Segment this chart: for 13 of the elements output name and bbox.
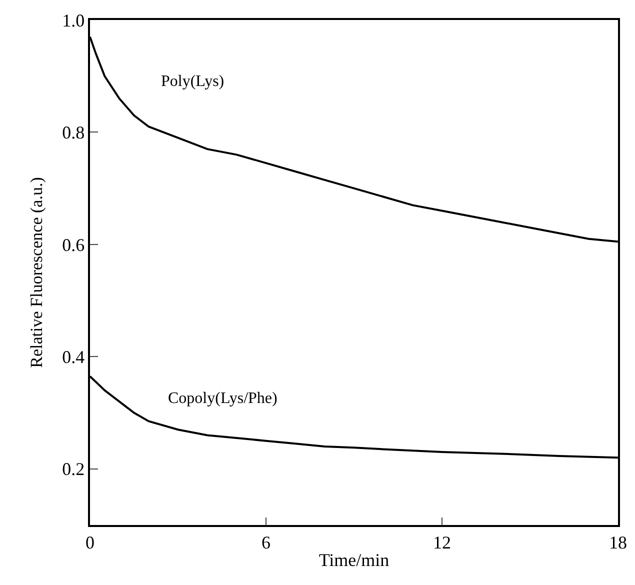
y-axis-title: Relative Fluorescence (a.u.) [27,177,46,368]
y-tick-label: 0.2 [62,459,85,480]
x-tick-label: 18 [609,532,627,552]
x-tick-label: 6 [262,532,270,552]
y-tick-label: 1.0 [62,10,85,30]
text: Poly(Lys) [161,73,224,90]
series-label: Copoly(Lys/Phe) [168,390,278,407]
y-tick-label: 0.6 [62,234,85,255]
y-tick-label: 0.4 [62,346,85,367]
x-tick-label: 12 [433,532,451,552]
y-tick-label: 0.8 [62,122,85,143]
x-axis-title: Time/min [318,550,390,570]
x-tick-label: 0 [86,532,94,552]
